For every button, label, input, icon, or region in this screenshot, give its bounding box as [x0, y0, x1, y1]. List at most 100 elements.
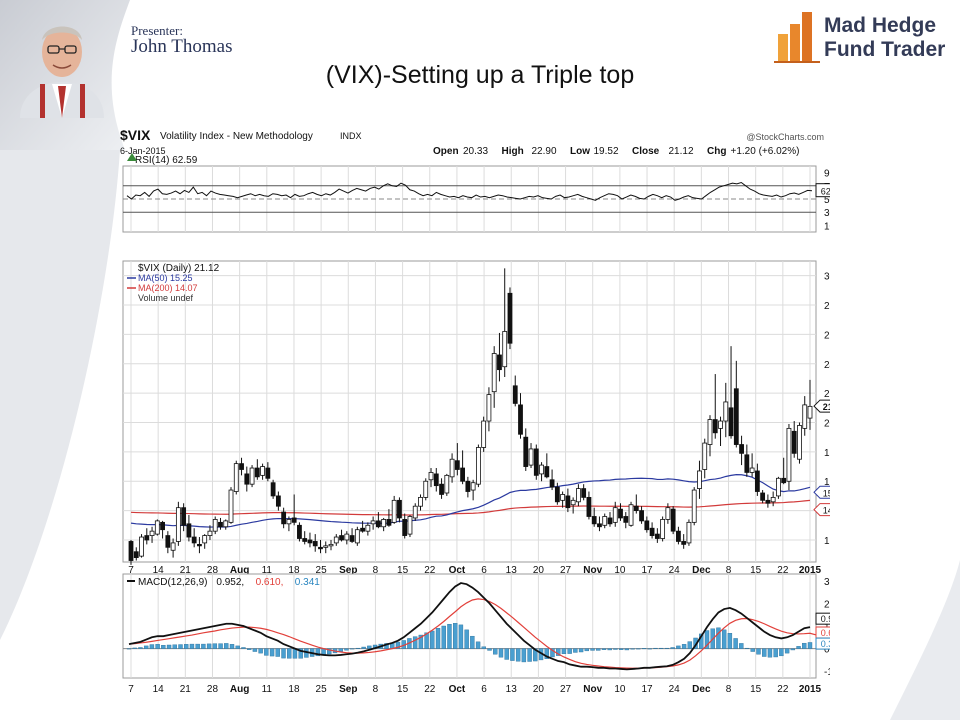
macd-histogram-bar [607, 648, 612, 651]
date-label: 11 [262, 684, 273, 695]
chart-source: @StockCharts.com [746, 132, 824, 142]
candle-body [370, 520, 376, 525]
date-label: 25 [316, 684, 328, 695]
candle-body [175, 507, 181, 542]
macd-histogram-bar [155, 644, 160, 649]
candle-body [444, 474, 450, 494]
candle-body [186, 523, 192, 538]
price-tick-label: 24 [824, 360, 830, 371]
candle-body [549, 479, 555, 488]
candle-body [791, 430, 797, 454]
candle-body [770, 496, 776, 503]
price-legend-item: MA(200) 14.07 [138, 283, 198, 293]
macd-histogram-bar [584, 648, 590, 652]
candle-body [560, 494, 566, 501]
date-label: 15 [750, 565, 762, 576]
candle-body [449, 458, 455, 478]
candle-body [491, 353, 497, 393]
candle-body [302, 538, 308, 542]
date-label: 20 [533, 684, 545, 695]
candle-body [239, 463, 244, 470]
macd-histogram-bar [246, 648, 252, 650]
date-label: Nov [583, 565, 602, 576]
ma50-last-box [813, 485, 830, 499]
macd-histogram-bar [178, 644, 183, 649]
candle-body [407, 516, 413, 535]
macd-histogram-bar [590, 648, 595, 651]
date-label: 14 [153, 684, 165, 695]
ma50-line [130, 474, 811, 528]
macd-histogram-bar [189, 643, 195, 649]
candle-body [623, 516, 629, 523]
macd-histogram-bar [264, 648, 269, 656]
macd-histogram-bar [218, 643, 223, 649]
macd-histogram-bar [355, 647, 361, 649]
macd-histogram-bar [762, 648, 767, 657]
macd-histogram-bar [452, 623, 458, 649]
macd-last-box [815, 637, 830, 650]
candle-body [618, 508, 623, 519]
macd-histogram-bar [172, 644, 177, 649]
candle-body [386, 519, 392, 526]
candle-body [423, 480, 429, 498]
candle-body [328, 543, 334, 547]
candle-body [565, 495, 571, 509]
date-label: 13 [506, 684, 518, 695]
candle-body [323, 545, 329, 548]
macd-histogram-bar [447, 623, 452, 649]
candle-body [275, 495, 281, 507]
price-tick-label: 26 [824, 330, 830, 341]
rsi-last-box [815, 183, 830, 198]
presenter-name: John Thomas [131, 36, 233, 57]
macd-histogram-bar [344, 648, 349, 651]
macd-histogram-bar [161, 645, 166, 649]
price-last-box [813, 399, 830, 413]
macd-histogram-bar [481, 646, 487, 649]
macd-histogram-bar [779, 648, 784, 657]
candle-body [576, 488, 581, 503]
candle-body [639, 510, 644, 522]
date-label: 27 [560, 565, 572, 576]
macd-histogram-bar [544, 648, 549, 659]
candle-body [349, 535, 355, 542]
macd-histogram-bar [367, 645, 372, 649]
candle-body [544, 466, 550, 478]
date-label: Nov [583, 684, 602, 695]
date-label: Sep [339, 565, 357, 576]
macd-histogram-bar [206, 643, 212, 649]
candle-body [507, 292, 513, 344]
candle-body [354, 529, 360, 544]
date-label: 15 [750, 684, 762, 695]
candle-body [128, 541, 134, 561]
macd-signal-line [128, 598, 816, 669]
macd-histogram-bar [235, 645, 240, 649]
candle-body [554, 486, 560, 503]
price-tick-label: 28 [824, 301, 830, 312]
candle-body [754, 470, 760, 492]
candle-body [433, 473, 439, 487]
macd-histogram-bar [744, 647, 750, 649]
price-tick-label: 20 [824, 419, 830, 430]
price-panel [122, 260, 817, 563]
chart-name: Volatility Index - New Methodology [160, 131, 313, 142]
rsi-tick-label: 90 [824, 169, 830, 180]
candle-body [586, 496, 592, 517]
chart-date: 6-Jan-2015 [120, 146, 166, 156]
candle-body [375, 520, 381, 528]
candle-body [702, 442, 708, 470]
macd-histogram-bar [287, 648, 292, 659]
candle-body [223, 520, 229, 528]
candle-body [628, 504, 634, 526]
macd-panel [122, 573, 817, 679]
macd-label-signal: 0.610, [256, 577, 284, 588]
candle-body [260, 466, 265, 476]
candle-body [786, 427, 792, 482]
candle-body [244, 473, 250, 485]
macd-histogram-bar [676, 645, 681, 649]
macd-histogram-bar [561, 648, 567, 655]
macd-last-box [815, 612, 830, 625]
macd-label-hist: 0.341 [295, 577, 320, 588]
candle-body [749, 467, 755, 473]
macd-tick-label: -1 [824, 667, 830, 678]
date-label: Oct [449, 684, 466, 695]
